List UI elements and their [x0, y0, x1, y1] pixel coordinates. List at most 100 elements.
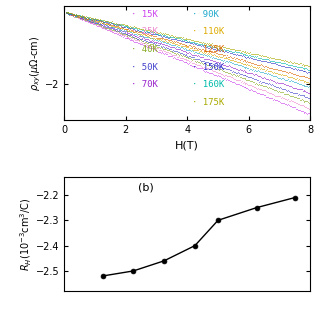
- Point: [148, 28, 154, 33]
- Point: [69, 11, 74, 16]
- Point: [269, 60, 275, 65]
- Point: [90, 21, 95, 26]
- Point: [144, 32, 149, 37]
- Point: [218, 47, 223, 52]
- Point: [219, 62, 224, 67]
- Point: [278, 80, 284, 85]
- Point: [109, 22, 114, 27]
- Point: [78, 13, 83, 18]
- Point: [185, 45, 190, 50]
- Point: [81, 16, 86, 21]
- Point: [80, 15, 85, 20]
- Point: [148, 32, 153, 37]
- Point: [159, 37, 164, 42]
- Point: [161, 48, 166, 53]
- Point: [271, 56, 276, 61]
- Point: [228, 48, 233, 53]
- Point: [293, 85, 298, 91]
- Point: [177, 45, 182, 50]
- Point: [254, 61, 259, 67]
- Point: [248, 54, 253, 60]
- Point: [64, 10, 69, 15]
- Point: [239, 79, 244, 84]
- Point: [104, 22, 109, 28]
- Point: [105, 20, 110, 26]
- Point: [280, 64, 285, 69]
- Point: [106, 27, 111, 32]
- Point: [260, 70, 265, 75]
- Point: [108, 28, 113, 34]
- Point: [215, 44, 220, 49]
- Point: [296, 82, 301, 87]
- Point: [83, 14, 88, 19]
- Point: [113, 30, 118, 36]
- Point: [222, 48, 228, 53]
- Point: [113, 24, 118, 29]
- Point: [149, 39, 155, 44]
- Point: [157, 32, 163, 37]
- Point: [178, 44, 183, 49]
- Point: [291, 59, 296, 64]
- Point: [90, 15, 95, 20]
- Point: [223, 63, 228, 68]
- Point: [248, 75, 253, 80]
- Point: [182, 52, 187, 57]
- Point: [260, 80, 265, 85]
- Point: [200, 40, 205, 45]
- Point: [188, 48, 193, 53]
- Point: [192, 52, 197, 57]
- Point: [177, 38, 182, 43]
- Point: [291, 67, 296, 72]
- Point: [215, 51, 220, 56]
- Point: [147, 30, 152, 35]
- Point: [231, 49, 236, 54]
- Point: [71, 11, 76, 16]
- Point: [69, 10, 74, 15]
- Point: [260, 56, 265, 61]
- Point: [65, 11, 70, 16]
- Point: [189, 43, 194, 48]
- Point: [250, 79, 255, 84]
- Point: [293, 64, 298, 69]
- Point: [205, 45, 211, 50]
- Point: [159, 44, 164, 49]
- Point: [290, 91, 295, 96]
- Point: [160, 33, 165, 38]
- Point: [123, 33, 128, 38]
- Point: [102, 22, 108, 27]
- Point: [95, 20, 100, 25]
- Point: [297, 86, 302, 92]
- Point: [76, 13, 81, 18]
- Point: [121, 34, 126, 39]
- Point: [132, 29, 137, 35]
- Point: [297, 60, 302, 65]
- Point: [226, 62, 231, 68]
- Point: [145, 34, 150, 39]
- Point: [269, 82, 275, 87]
- Point: [273, 74, 278, 79]
- Point: [278, 95, 284, 100]
- Point: [72, 12, 77, 17]
- Point: [225, 47, 230, 52]
- Point: [214, 50, 220, 55]
- Point: [154, 41, 159, 46]
- Point: [117, 28, 122, 34]
- Point: [246, 75, 251, 80]
- Point: [266, 85, 271, 90]
- Point: [67, 11, 72, 16]
- Point: [258, 69, 263, 75]
- Point: [117, 22, 122, 27]
- Point: [111, 25, 116, 30]
- Point: [285, 101, 290, 107]
- Point: [80, 16, 85, 21]
- Point: [204, 59, 209, 64]
- Point: [299, 62, 304, 67]
- Point: [294, 67, 299, 72]
- Point: [161, 44, 166, 50]
- Point: [307, 90, 312, 95]
- Point: [178, 40, 183, 45]
- Point: [68, 11, 73, 16]
- Point: [268, 65, 273, 70]
- Point: [259, 80, 264, 85]
- Point: [75, 14, 80, 19]
